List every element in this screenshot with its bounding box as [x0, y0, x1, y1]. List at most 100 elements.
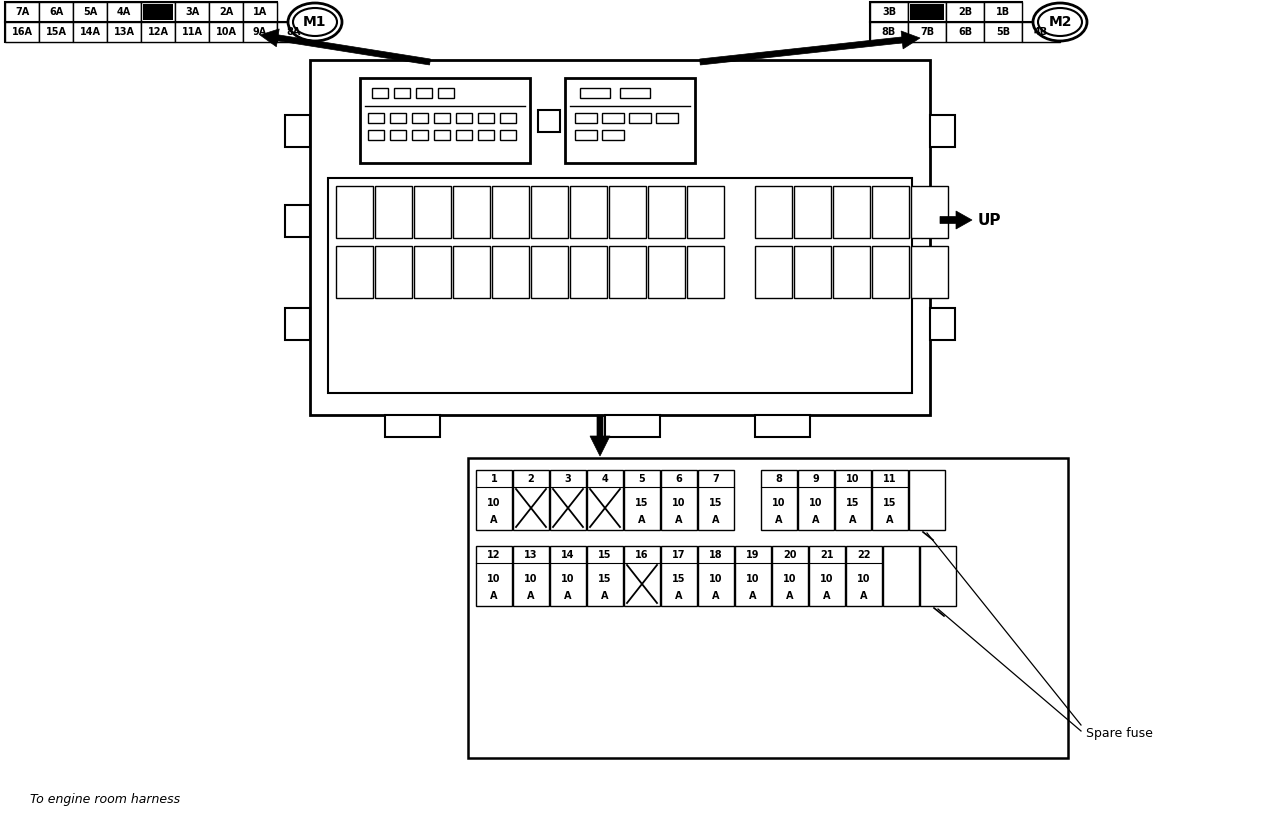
Text: 7B: 7B — [920, 27, 935, 37]
Bar — [579, 88, 610, 98]
Text: 4B: 4B — [1035, 27, 1049, 37]
Text: A: A — [527, 591, 535, 601]
Text: 6: 6 — [676, 474, 682, 484]
Bar — [946, 22, 985, 42]
Bar — [550, 470, 586, 530]
Text: 1A: 1A — [253, 7, 267, 17]
Bar — [697, 546, 735, 606]
Text: 10: 10 — [562, 574, 574, 584]
Bar — [662, 470, 697, 530]
Text: 14A: 14A — [79, 27, 100, 37]
Bar — [620, 88, 650, 98]
Bar — [603, 113, 624, 123]
Text: 13A: 13A — [114, 27, 135, 37]
Bar — [453, 246, 490, 298]
Bar — [870, 2, 908, 22]
Bar — [390, 113, 406, 123]
Bar — [73, 2, 106, 22]
Text: 12: 12 — [487, 550, 501, 560]
Bar — [38, 22, 73, 42]
Text: 6A: 6A — [49, 7, 63, 17]
Bar — [570, 186, 606, 238]
Bar — [244, 2, 277, 22]
Text: 18: 18 — [709, 550, 723, 560]
Text: A: A — [490, 591, 497, 601]
Text: 4A: 4A — [117, 7, 131, 17]
Text: 12A: 12A — [147, 27, 168, 37]
Polygon shape — [940, 211, 972, 229]
Bar — [929, 115, 955, 147]
Text: A: A — [823, 591, 831, 601]
Text: 22: 22 — [858, 550, 870, 560]
Bar — [920, 546, 956, 606]
Bar — [412, 113, 428, 123]
Bar — [985, 2, 1022, 22]
Bar — [985, 22, 1022, 42]
Bar — [912, 246, 947, 298]
Bar — [570, 246, 606, 298]
Bar — [106, 2, 141, 22]
Text: 3A: 3A — [185, 7, 199, 17]
Bar — [141, 2, 176, 22]
Text: Spare fuse: Spare fuse — [1086, 727, 1153, 739]
Bar — [513, 470, 549, 530]
Bar — [870, 22, 908, 42]
Text: M2: M2 — [1049, 15, 1072, 29]
Bar — [478, 113, 494, 123]
Bar — [755, 415, 810, 437]
Bar — [912, 186, 947, 238]
Bar — [755, 246, 792, 298]
Bar — [576, 130, 597, 140]
Text: A: A — [713, 591, 719, 601]
Text: A: A — [676, 515, 683, 525]
Bar — [647, 186, 685, 238]
Bar — [872, 470, 908, 530]
Bar — [662, 546, 697, 606]
Bar — [372, 88, 388, 98]
Bar — [538, 110, 560, 132]
Text: 17: 17 — [672, 550, 686, 560]
Text: 5B: 5B — [996, 27, 1010, 37]
Bar — [794, 186, 831, 238]
Text: 11A: 11A — [182, 27, 203, 37]
Bar — [587, 470, 623, 530]
Text: 4: 4 — [601, 474, 609, 484]
Bar — [629, 113, 651, 123]
Bar — [735, 546, 770, 606]
Bar — [500, 130, 515, 140]
Bar — [731, 246, 751, 298]
Text: 10: 10 — [524, 574, 537, 584]
Bar — [390, 130, 406, 140]
Text: 2A: 2A — [219, 7, 233, 17]
Bar — [697, 470, 735, 530]
Bar — [310, 60, 929, 415]
Bar — [456, 130, 472, 140]
Bar — [605, 415, 660, 437]
Text: 10: 10 — [846, 474, 860, 484]
Ellipse shape — [294, 8, 337, 36]
Bar — [476, 470, 512, 530]
Bar — [277, 22, 312, 42]
Bar — [797, 470, 835, 530]
Bar — [550, 546, 586, 606]
Bar — [435, 130, 450, 140]
Text: 14: 14 — [562, 550, 574, 560]
Text: 15: 15 — [672, 574, 686, 584]
Text: 15: 15 — [599, 550, 612, 560]
Bar — [414, 186, 451, 238]
Text: 7A: 7A — [15, 7, 29, 17]
Bar — [176, 2, 209, 22]
Text: 5: 5 — [638, 474, 645, 484]
Bar — [909, 470, 945, 530]
Bar — [360, 78, 529, 163]
Bar — [762, 470, 797, 530]
Text: M1: M1 — [304, 15, 327, 29]
Text: 15: 15 — [599, 574, 612, 584]
Bar — [513, 546, 549, 606]
Bar — [453, 186, 490, 238]
Bar — [73, 22, 106, 42]
Bar — [141, 22, 176, 42]
Text: 10: 10 — [772, 498, 786, 508]
Bar — [5, 2, 38, 22]
Polygon shape — [590, 415, 610, 456]
